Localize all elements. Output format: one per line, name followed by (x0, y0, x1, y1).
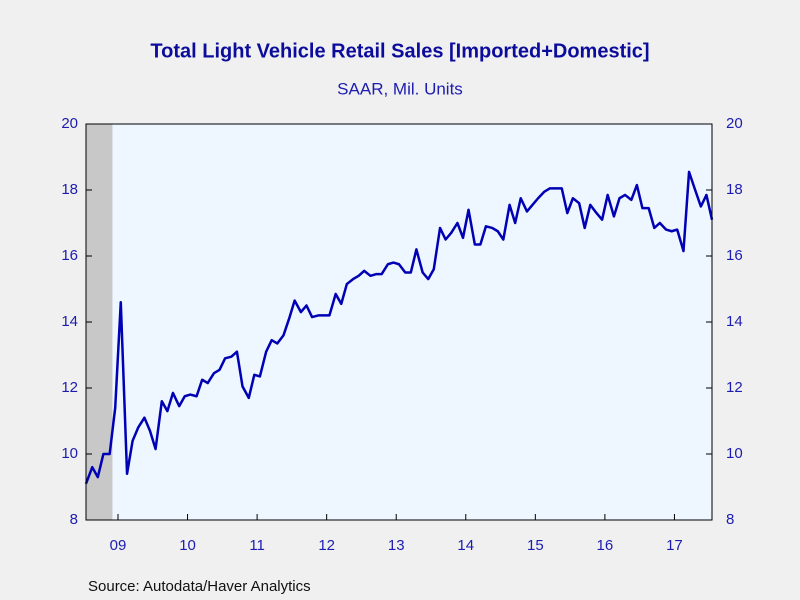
y-tick-label: 18 (61, 181, 78, 198)
x-tick-label: 11 (249, 537, 265, 554)
chart-subtitle: SAAR, Mil. Units (337, 79, 463, 98)
y-tick-label: 8 (70, 511, 78, 528)
y2-tick-label: 8 (726, 511, 734, 528)
x-tick-label: 17 (666, 537, 683, 554)
plot-area (86, 124, 712, 520)
chart-title: Total Light Vehicle Retail Sales [Import… (150, 40, 649, 62)
y-tick-label: 14 (61, 313, 78, 330)
x-tick-label: 15 (527, 537, 544, 554)
y2-tick-label: 12 (726, 379, 743, 396)
x-tick-label: 12 (318, 537, 335, 554)
x-tick-label: 10 (179, 537, 196, 554)
y-tick-label: 20 (61, 115, 78, 132)
y-tick-label: 10 (61, 445, 78, 462)
x-tick-label: 14 (457, 537, 474, 554)
y2-tick-label: 18 (726, 181, 743, 198)
y2-tick-label: 20 (726, 115, 743, 132)
x-tick-label: 13 (388, 537, 405, 554)
y-tick-label: 16 (61, 247, 78, 264)
x-tick-label: 09 (110, 537, 127, 554)
source-note: Source: Autodata/Haver Analytics (88, 578, 311, 595)
x-tick-label: 16 (597, 537, 614, 554)
y-tick-label: 12 (61, 379, 78, 396)
y2-tick-label: 14 (726, 313, 743, 330)
y2-tick-label: 10 (726, 445, 743, 462)
series-line (84, 170, 714, 485)
y2-tick-label: 16 (726, 247, 743, 264)
plot-frame (85, 123, 713, 521)
